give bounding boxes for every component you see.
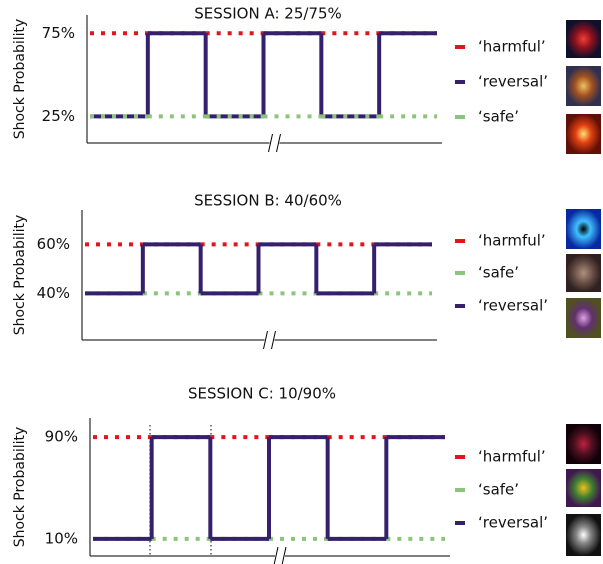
legend-label: ‘safe’: [478, 264, 519, 282]
fractal-image: [566, 254, 601, 292]
y-tick-label: 10%: [45, 529, 78, 547]
y-tick-label: 60%: [37, 235, 70, 253]
fractal-image: [566, 114, 601, 154]
fractal-image: [566, 20, 601, 58]
legend-label: ‘harmful’: [478, 38, 546, 56]
y-axis-label: Shock Probability: [12, 215, 28, 336]
chart-title: SESSION C: 10/90%: [188, 385, 336, 403]
chart-title: SESSION B: 40/60%: [194, 192, 342, 210]
fractal-image: [566, 424, 601, 464]
chart-title: SESSION A: 25/75%: [194, 5, 342, 23]
fractal-image: [566, 514, 601, 556]
fractal-image: [566, 298, 601, 338]
y-tick-label: 25%: [42, 107, 75, 125]
y-tick-label: 40%: [37, 284, 70, 302]
fractal-image: [566, 66, 601, 106]
y-tick-label: 75%: [42, 24, 75, 42]
figure: SESSION A: 25/75% Shock Probability 25% 75%…: [0, 0, 603, 564]
y-axis-label: Shock Probability: [12, 19, 28, 140]
legend-label: ‘harmful’: [478, 232, 546, 250]
fractal-image: [566, 209, 601, 249]
legend-label: ‘safe’: [478, 481, 519, 499]
legend-label: ‘reversal’: [478, 297, 548, 315]
stimulus-images: [566, 20, 601, 556]
legend-label: ‘harmful’: [478, 448, 546, 466]
reversal-markers: [150, 425, 211, 556]
fractal-image: [566, 469, 601, 507]
legend-label: ‘reversal’: [478, 514, 548, 532]
legend-label: ‘reversal’: [478, 73, 548, 91]
legend-label: ‘safe’: [478, 108, 519, 126]
y-tick-label: 90%: [45, 428, 78, 446]
y-axis-label: Shock Probability: [12, 427, 28, 548]
